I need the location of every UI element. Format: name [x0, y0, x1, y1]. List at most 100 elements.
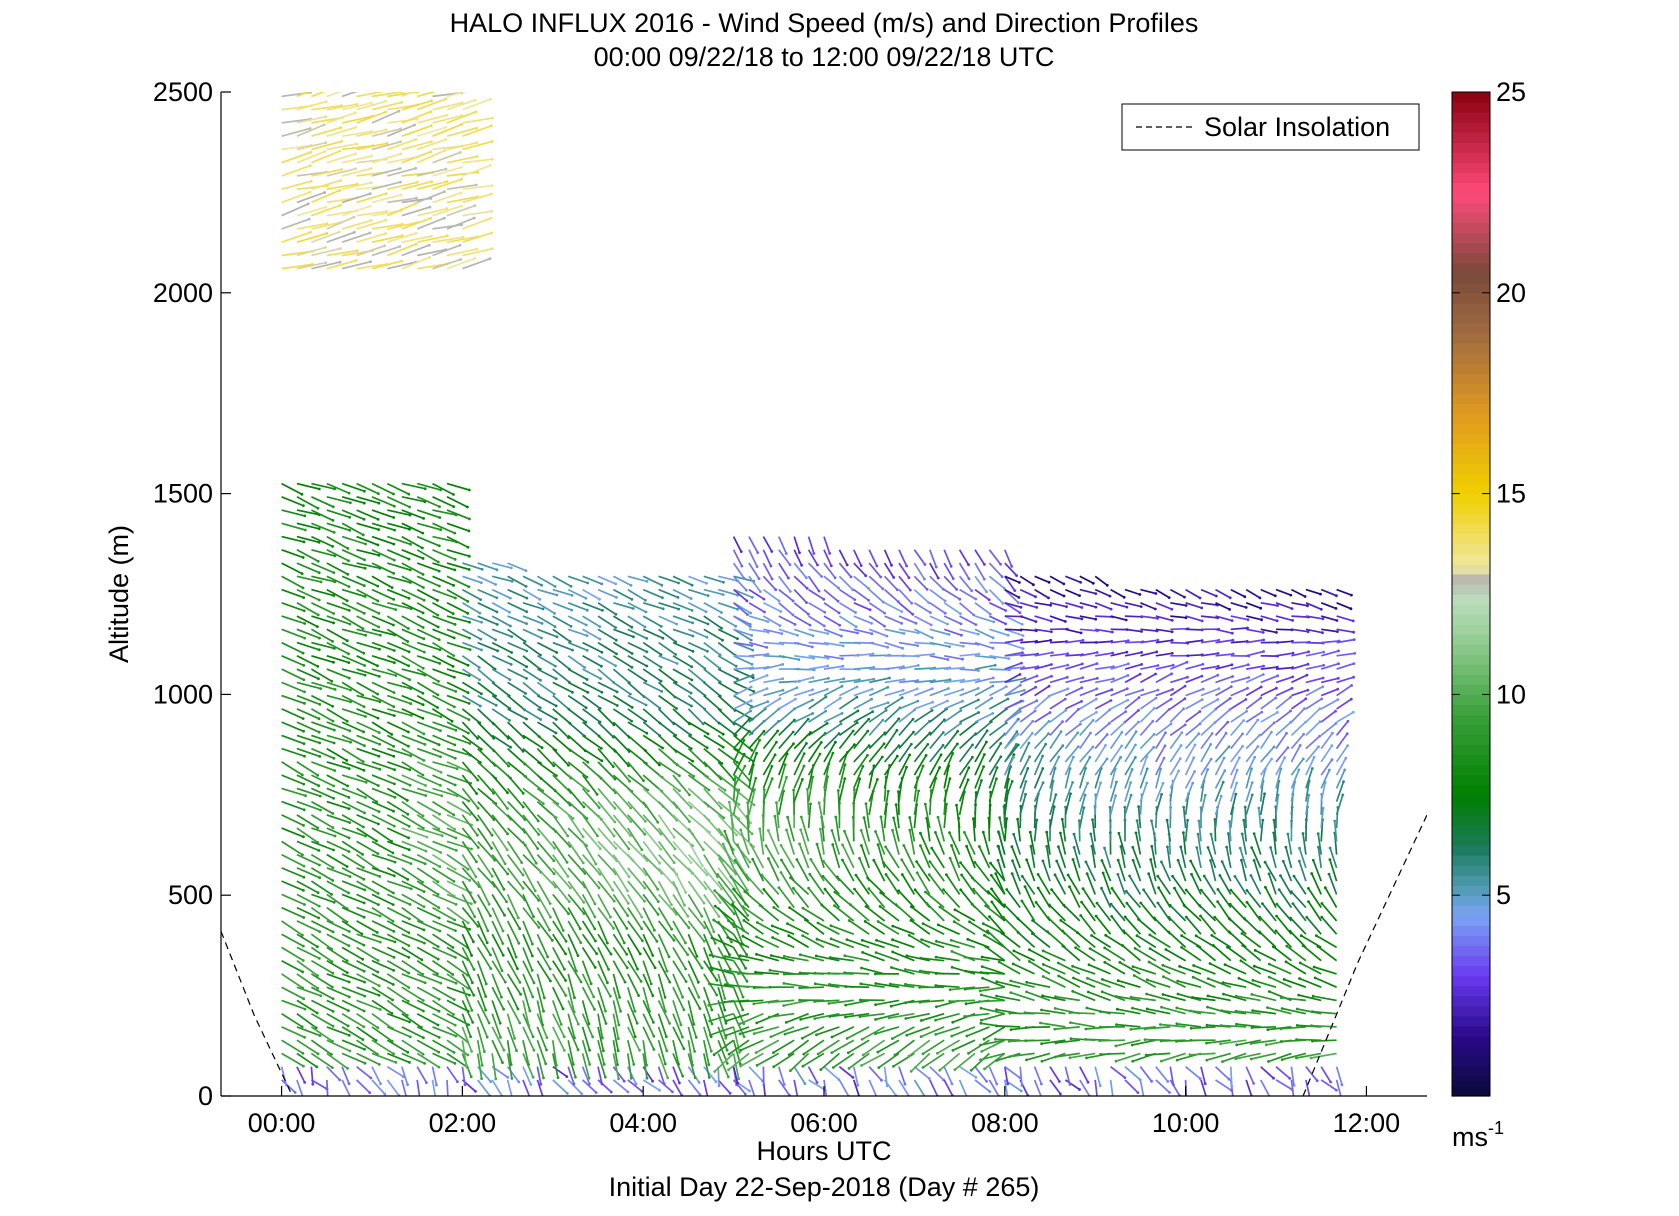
wind-vector-tip: [926, 743, 930, 746]
wind-vector-tip: [805, 587, 809, 590]
wind-vector-tip: [495, 610, 499, 614]
wind-vector: [371, 140, 401, 151]
wind-vector-tip: [338, 260, 342, 264]
wind-vector: [627, 933, 641, 955]
wind-vector-tip: [1065, 675, 1069, 679]
wind-vector-tip: [682, 1008, 686, 1012]
wind-vector: [311, 654, 334, 664]
wind-vector: [386, 774, 411, 786]
wind-vector: [416, 973, 442, 984]
wind-vector: [756, 953, 780, 962]
wind-vector-tip: [921, 764, 925, 768]
wind-vector: [762, 562, 773, 580]
wind-vector: [732, 907, 745, 931]
wind-vector: [326, 575, 350, 588]
wind-vector: [432, 906, 456, 921]
wind-vector-tip: [407, 557, 411, 561]
wind-vector: [341, 205, 371, 217]
wind-vector: [386, 655, 409, 667]
wind-vector-tip: [521, 791, 525, 795]
wind-vector-tip: [665, 1049, 669, 1053]
wind-vector: [356, 959, 379, 973]
wind-vector-tip: [407, 650, 411, 654]
wind-vector-tip: [301, 970, 304, 974]
wind-vector: [446, 787, 470, 802]
wind-vector: [416, 628, 440, 641]
wind-vector-tip: [804, 576, 808, 580]
wind-vector-tip: [644, 679, 648, 683]
wind-vector: [432, 178, 462, 191]
wind-vector: [657, 920, 675, 941]
wind-vector: [341, 615, 364, 630]
wind-vector-tip: [659, 679, 663, 683]
wind-vector: [432, 1012, 456, 1026]
wind-vector-tip: [393, 940, 397, 944]
wind-vector-tip: [672, 835, 676, 839]
wind-vector-tip: [706, 649, 709, 653]
wind-vector: [387, 118, 418, 124]
wind-vector-tip: [470, 1050, 473, 1053]
wind-vector-tip: [349, 501, 352, 505]
wind-vector-tip: [391, 919, 395, 923]
wind-vector: [432, 946, 456, 959]
wind-vector-tip: [663, 995, 667, 999]
wind-vector-tip: [302, 782, 306, 786]
wind-vector-tip: [836, 599, 840, 603]
wind-vector-tip: [348, 528, 352, 532]
wind-vector: [780, 859, 795, 882]
wind-vector-tip: [466, 600, 470, 603]
wind-vector-tip: [1095, 651, 1099, 654]
wind-vector-tip: [1020, 1084, 1024, 1087]
wind-vector: [281, 562, 303, 575]
wind-vector: [341, 973, 365, 983]
wind-vector-tip: [476, 778, 480, 782]
wind-vector-tip: [859, 829, 863, 832]
wind-vector-tip: [645, 664, 649, 668]
wind-vector-tip: [410, 714, 413, 717]
wind-vector: [777, 1066, 786, 1085]
wind-vector: [506, 920, 520, 944]
wind-vector-tip: [539, 678, 542, 682]
wind-vector-tip: [749, 821, 752, 825]
wind-vector: [688, 628, 708, 639]
wind-vector-tip: [740, 564, 744, 568]
wind-vector-tip: [303, 1081, 307, 1084]
wind-vector: [717, 893, 735, 915]
wind-vector: [612, 1026, 620, 1051]
wind-vector-tip: [874, 830, 877, 833]
wind-vector-tip: [475, 792, 479, 795]
wind-vector: [311, 104, 342, 111]
wind-vector-tip: [841, 657, 844, 661]
wind-vector-tip: [904, 982, 907, 986]
wind-vector: [387, 197, 417, 204]
wind-vector-tip: [428, 255, 432, 259]
wind-vector: [446, 933, 469, 949]
wind-vector: [386, 124, 415, 137]
wind-vector-tip: [362, 501, 366, 505]
wind-vector-tip: [781, 663, 785, 666]
wind-vector-tip: [303, 514, 307, 518]
wind-vector-tip: [690, 704, 693, 708]
wind-vector: [658, 681, 676, 698]
wind-vector-tip: [520, 861, 524, 864]
wind-vector: [432, 615, 456, 626]
wind-vector-tip: [332, 784, 336, 788]
wind-vector-tip: [872, 677, 876, 681]
wind-vector: [341, 495, 365, 504]
wind-vector-tip: [876, 778, 879, 781]
wind-vector-tip: [1081, 676, 1085, 679]
wind-vector-tip: [392, 809, 395, 813]
wind-vector-tip: [437, 569, 441, 573]
wind-vector-tip: [445, 180, 449, 183]
wind-vector-tip: [421, 531, 425, 535]
wind-vector-tip: [443, 216, 446, 220]
wind-vector-tip: [480, 620, 483, 624]
wind-vector: [581, 1026, 591, 1051]
wind-vector-tip: [887, 1016, 891, 1020]
wind-vector-tip: [693, 1050, 696, 1053]
wind-vector: [746, 816, 750, 842]
wind-vector-tip: [487, 1021, 491, 1025]
wind-vector-tip: [1039, 1021, 1042, 1025]
wind-vector-tip: [454, 956, 457, 959]
wind-vector-tip: [999, 742, 1003, 745]
